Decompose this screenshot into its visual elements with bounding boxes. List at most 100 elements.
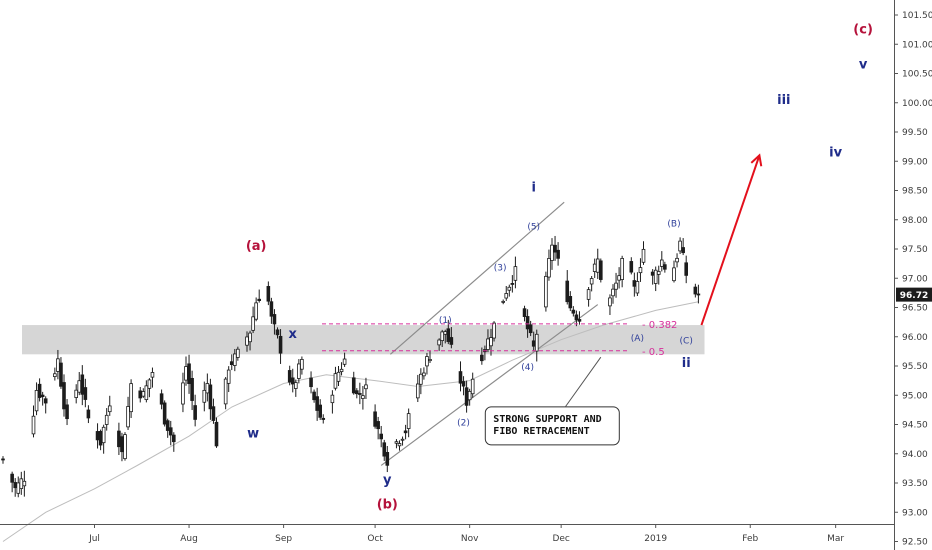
candle-body	[272, 314, 277, 325]
candle-body	[98, 430, 103, 446]
candle-body	[608, 297, 612, 307]
price-channel-layer	[380, 201, 599, 466]
wave-label: (B)	[667, 220, 680, 230]
candle-body	[672, 267, 676, 282]
candle-body	[144, 385, 149, 401]
candle-body	[62, 382, 66, 410]
candle-body	[693, 286, 698, 295]
candle-body	[504, 293, 509, 299]
candle-body	[159, 393, 164, 405]
candle-body	[525, 316, 530, 330]
candle-body	[373, 411, 377, 427]
candle-body	[86, 409, 91, 419]
candle-body	[19, 478, 24, 489]
candle-body	[330, 394, 335, 404]
candle-body	[641, 248, 646, 263]
candle-body	[13, 482, 18, 489]
candle-body	[449, 337, 454, 345]
candle-body	[56, 358, 60, 372]
wave-label: y	[383, 473, 392, 488]
candle-body	[287, 370, 292, 383]
candle-body	[678, 240, 682, 252]
candle-body	[458, 371, 463, 384]
wave-label: v	[859, 58, 868, 73]
candle-body	[34, 390, 39, 412]
candle-body	[589, 278, 594, 285]
candle-body	[181, 382, 185, 405]
candle-body	[290, 377, 295, 385]
candle-body	[394, 441, 399, 444]
candle-body	[653, 269, 658, 284]
wave-label: (3)	[494, 264, 507, 274]
candle-body	[165, 420, 170, 431]
candle-body	[650, 271, 655, 276]
candle-body	[336, 371, 341, 382]
candle-body	[266, 286, 271, 302]
candle-body	[443, 331, 448, 335]
callout-pointer	[564, 356, 602, 408]
y-tick-label: 94.50	[902, 421, 928, 431]
y-tick-label: 101.00	[902, 40, 932, 50]
candle-body	[223, 378, 228, 405]
candle-body	[208, 384, 213, 410]
y-tick-label: 96.00	[902, 333, 928, 343]
candle-body	[470, 378, 475, 395]
candle-body	[534, 333, 539, 352]
candle-body	[184, 366, 188, 381]
candle-body	[507, 286, 512, 291]
candle-body	[147, 379, 152, 389]
candle-body	[513, 266, 518, 281]
candle-body	[696, 293, 701, 296]
candle-body	[16, 482, 21, 494]
candle-body	[568, 296, 573, 309]
candle-body	[59, 362, 63, 387]
candle-body	[202, 389, 207, 403]
candle-body	[415, 383, 420, 399]
candle-body	[550, 244, 554, 261]
candle-body	[226, 369, 231, 384]
candle-body	[193, 405, 197, 420]
candle-body	[168, 427, 173, 436]
candle-body	[544, 275, 548, 308]
candle-body	[251, 316, 255, 331]
candle-body	[595, 258, 600, 273]
candle-body	[660, 259, 664, 267]
candle-body	[43, 398, 48, 404]
candle-body	[31, 415, 36, 435]
y-tick-label: 95.50	[902, 362, 928, 372]
candle-body	[120, 436, 124, 453]
candle-body	[592, 263, 597, 272]
y-tick-label: 97.00	[902, 274, 928, 284]
candle-body	[321, 417, 326, 420]
candle-body	[467, 390, 472, 401]
candle-body	[257, 298, 261, 301]
candle-body	[522, 308, 527, 317]
x-tick-label: Feb	[742, 534, 758, 544]
candle-body	[501, 300, 505, 303]
fib-level-label: - 0.5	[642, 347, 665, 358]
moving-average-layer	[2, 301, 699, 542]
candle-body	[632, 280, 637, 287]
wave-label: x	[289, 327, 298, 342]
fibonacci-layer: - 0.382 - 0.5	[322, 320, 677, 358]
last-price-tag-box	[896, 287, 932, 302]
candle-body	[376, 421, 380, 430]
candle-body	[214, 421, 219, 447]
candle-body	[574, 314, 579, 321]
candle-body	[150, 372, 155, 378]
candle-body	[403, 430, 408, 434]
y-tick-label: 99.50	[902, 128, 928, 138]
callout-text: STRONG SUPPORT AND	[493, 414, 601, 425]
candle-body	[37, 383, 42, 398]
candle-body	[437, 339, 441, 346]
candle-body	[126, 406, 130, 428]
candle-body	[351, 377, 356, 394]
candle-body	[397, 443, 402, 447]
candles-layer	[1, 235, 701, 498]
y-tick-label: 101.50	[902, 11, 932, 21]
candle-body	[315, 396, 319, 411]
wave-label: (A)	[631, 334, 644, 344]
y-tick-label: 94.00	[902, 450, 928, 460]
wave-label: i	[531, 181, 535, 196]
